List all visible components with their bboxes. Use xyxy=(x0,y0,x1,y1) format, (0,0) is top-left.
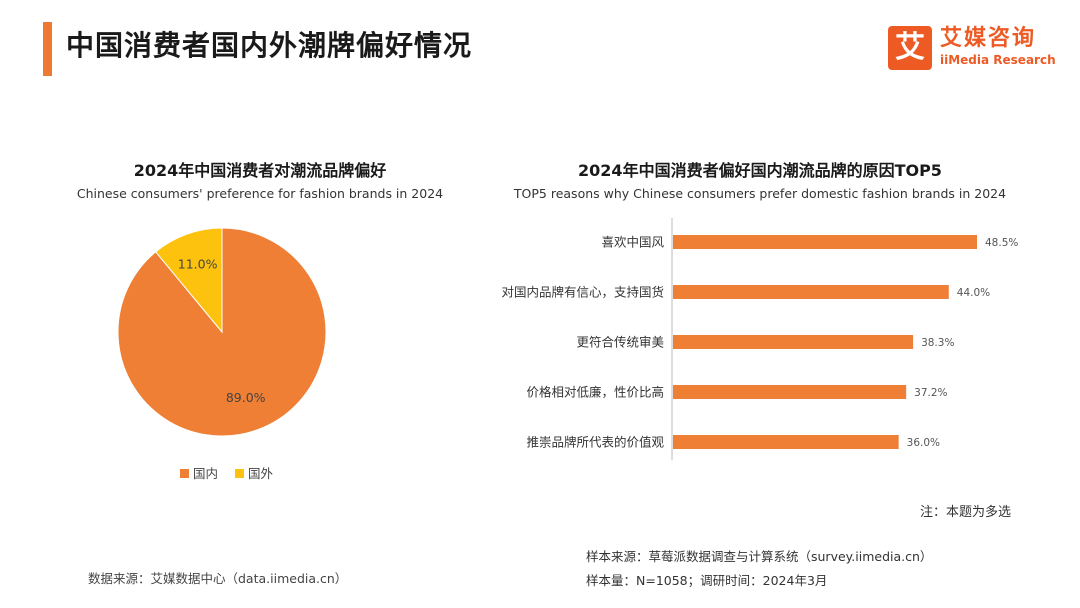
bar-data-label: 48.5% xyxy=(985,237,1018,249)
logo-english-name: iiMedia Research xyxy=(940,53,1056,67)
legend-swatch xyxy=(180,469,189,478)
bar xyxy=(673,335,914,349)
legend-label: 国内 xyxy=(193,466,218,481)
bar-category-label: 推崇品牌所代表的价值观 xyxy=(526,435,664,450)
title-accent-bar xyxy=(43,22,52,76)
bar-chart: 喜欢中国风 48.5% 对国内品牌有信心，支持国货 44.0% 更符合传统审美 38.3%… xyxy=(501,218,1018,460)
bar-data-label: 38.3% xyxy=(921,337,954,349)
bar xyxy=(673,385,907,399)
data-source: 数据来源：艾媒数据中心（data.iimedia.cn） xyxy=(88,571,348,586)
logo-mark-icon: 艾 xyxy=(888,26,932,70)
bar-category-label: 喜欢中国风 xyxy=(601,235,664,250)
bar xyxy=(673,285,949,299)
logo-chinese-name: 艾媒咨询 xyxy=(940,26,1037,51)
brand-logo: 艾 艾媒咨询 iiMedia Research xyxy=(888,26,1063,70)
bar xyxy=(673,235,977,249)
multi-choice-note: 注：本题为多选 xyxy=(920,505,1012,520)
pie-data-label: 11.0% xyxy=(178,256,218,271)
sample-size: 样本量：N=1058；调研时间：2024年3月 xyxy=(586,573,828,588)
legend-label: 国外 xyxy=(248,466,274,481)
sample-source: 样本来源：草莓派数据调查与计算系统（survey.iimedia.cn） xyxy=(586,549,933,564)
pie-chart-title: 2024年中国消费者对潮流品牌偏好 xyxy=(133,161,387,180)
page-title: 中国消费者国内外潮牌偏好情况 xyxy=(66,29,473,62)
pie-data-label: 89.0% xyxy=(226,390,266,405)
bar-chart-title: 2024年中国消费者偏好国内潮流品牌的原因TOP5 xyxy=(578,161,942,180)
bar-category-label: 对国内品牌有信心，支持国货 xyxy=(501,285,664,300)
bar xyxy=(673,435,899,449)
bar-data-label: 36.0% xyxy=(907,437,940,449)
pie-chart-subtitle: Chinese consumers' preference for fashio… xyxy=(76,186,444,201)
bar-data-label: 44.0% xyxy=(957,287,990,299)
bar-category-label: 价格相对低廉，性价比高 xyxy=(526,385,664,400)
pie-slice-foreign xyxy=(155,227,223,334)
bar-chart-subtitle: TOP5 reasons why Chinese consumers prefe… xyxy=(513,186,1007,201)
bar-data-label: 37.2% xyxy=(914,387,947,399)
sample-info: 样本来源：草莓派数据调查与计算系统（survey.iimedia.cn） 样本量… xyxy=(586,545,932,593)
pie-chart: 89.0% 11.0% 国内 国外 xyxy=(117,227,327,481)
legend-swatch xyxy=(235,469,244,478)
bar-category-label: 更符合传统审美 xyxy=(576,335,664,350)
